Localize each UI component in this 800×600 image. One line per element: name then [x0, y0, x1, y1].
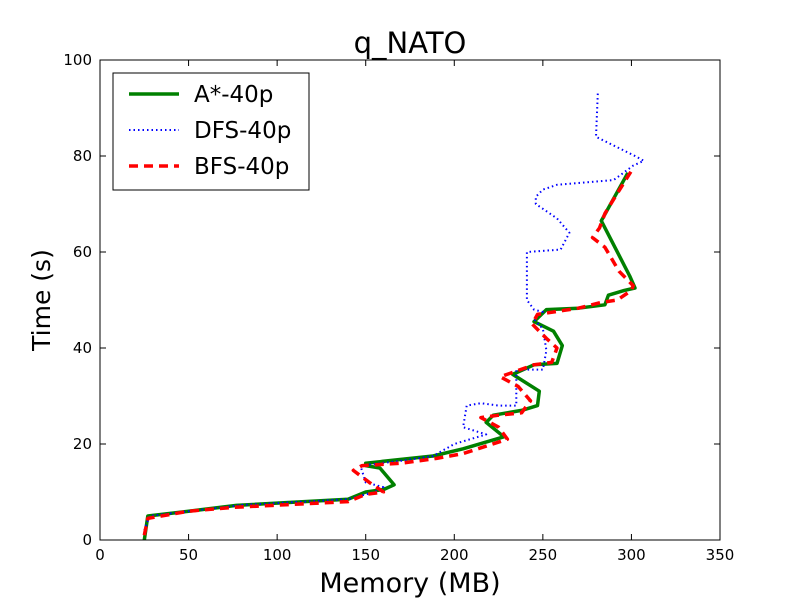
x-tick-label: 0 — [95, 546, 105, 564]
y-tick-label: 40 — [73, 339, 92, 357]
plot-lines — [142, 93, 645, 541]
series-line-dfs-40p — [143, 93, 645, 531]
y-tick-label: 20 — [73, 435, 92, 453]
legend-label: A*-40p — [194, 82, 273, 108]
axis-ticks: 0 50 100 150 200 250 300 350 0 20 40 60 80 100 — [63, 51, 734, 564]
x-tick-label: 50 — [179, 546, 198, 564]
series-line-bfs-40p — [142, 167, 635, 536]
y-axis-label: Time (s) — [27, 249, 56, 352]
legend-label: BFS-40p — [194, 154, 289, 180]
x-tick-label: 200 — [440, 546, 469, 564]
y-tick-label: 60 — [73, 243, 92, 261]
x-tick-label: 150 — [351, 546, 380, 564]
y-tick-label: 0 — [82, 531, 92, 549]
legend-label: DFS-40p — [194, 118, 291, 144]
chart-title: q_NATO — [354, 26, 467, 60]
x-tick-label: 300 — [617, 546, 646, 564]
legend: A*-40p DFS-40p BFS-40p — [112, 72, 310, 191]
plot-area-frame — [99, 59, 721, 541]
series-line-a-40p — [142, 171, 637, 541]
x-axis-label: Memory (MB) — [319, 568, 500, 599]
x-tick-label: 100 — [263, 546, 292, 564]
y-tick-label: 100 — [63, 51, 92, 69]
y-tick-label: 80 — [73, 147, 92, 165]
x-tick-label: 350 — [706, 546, 735, 564]
x-tick-label: 250 — [529, 546, 558, 564]
